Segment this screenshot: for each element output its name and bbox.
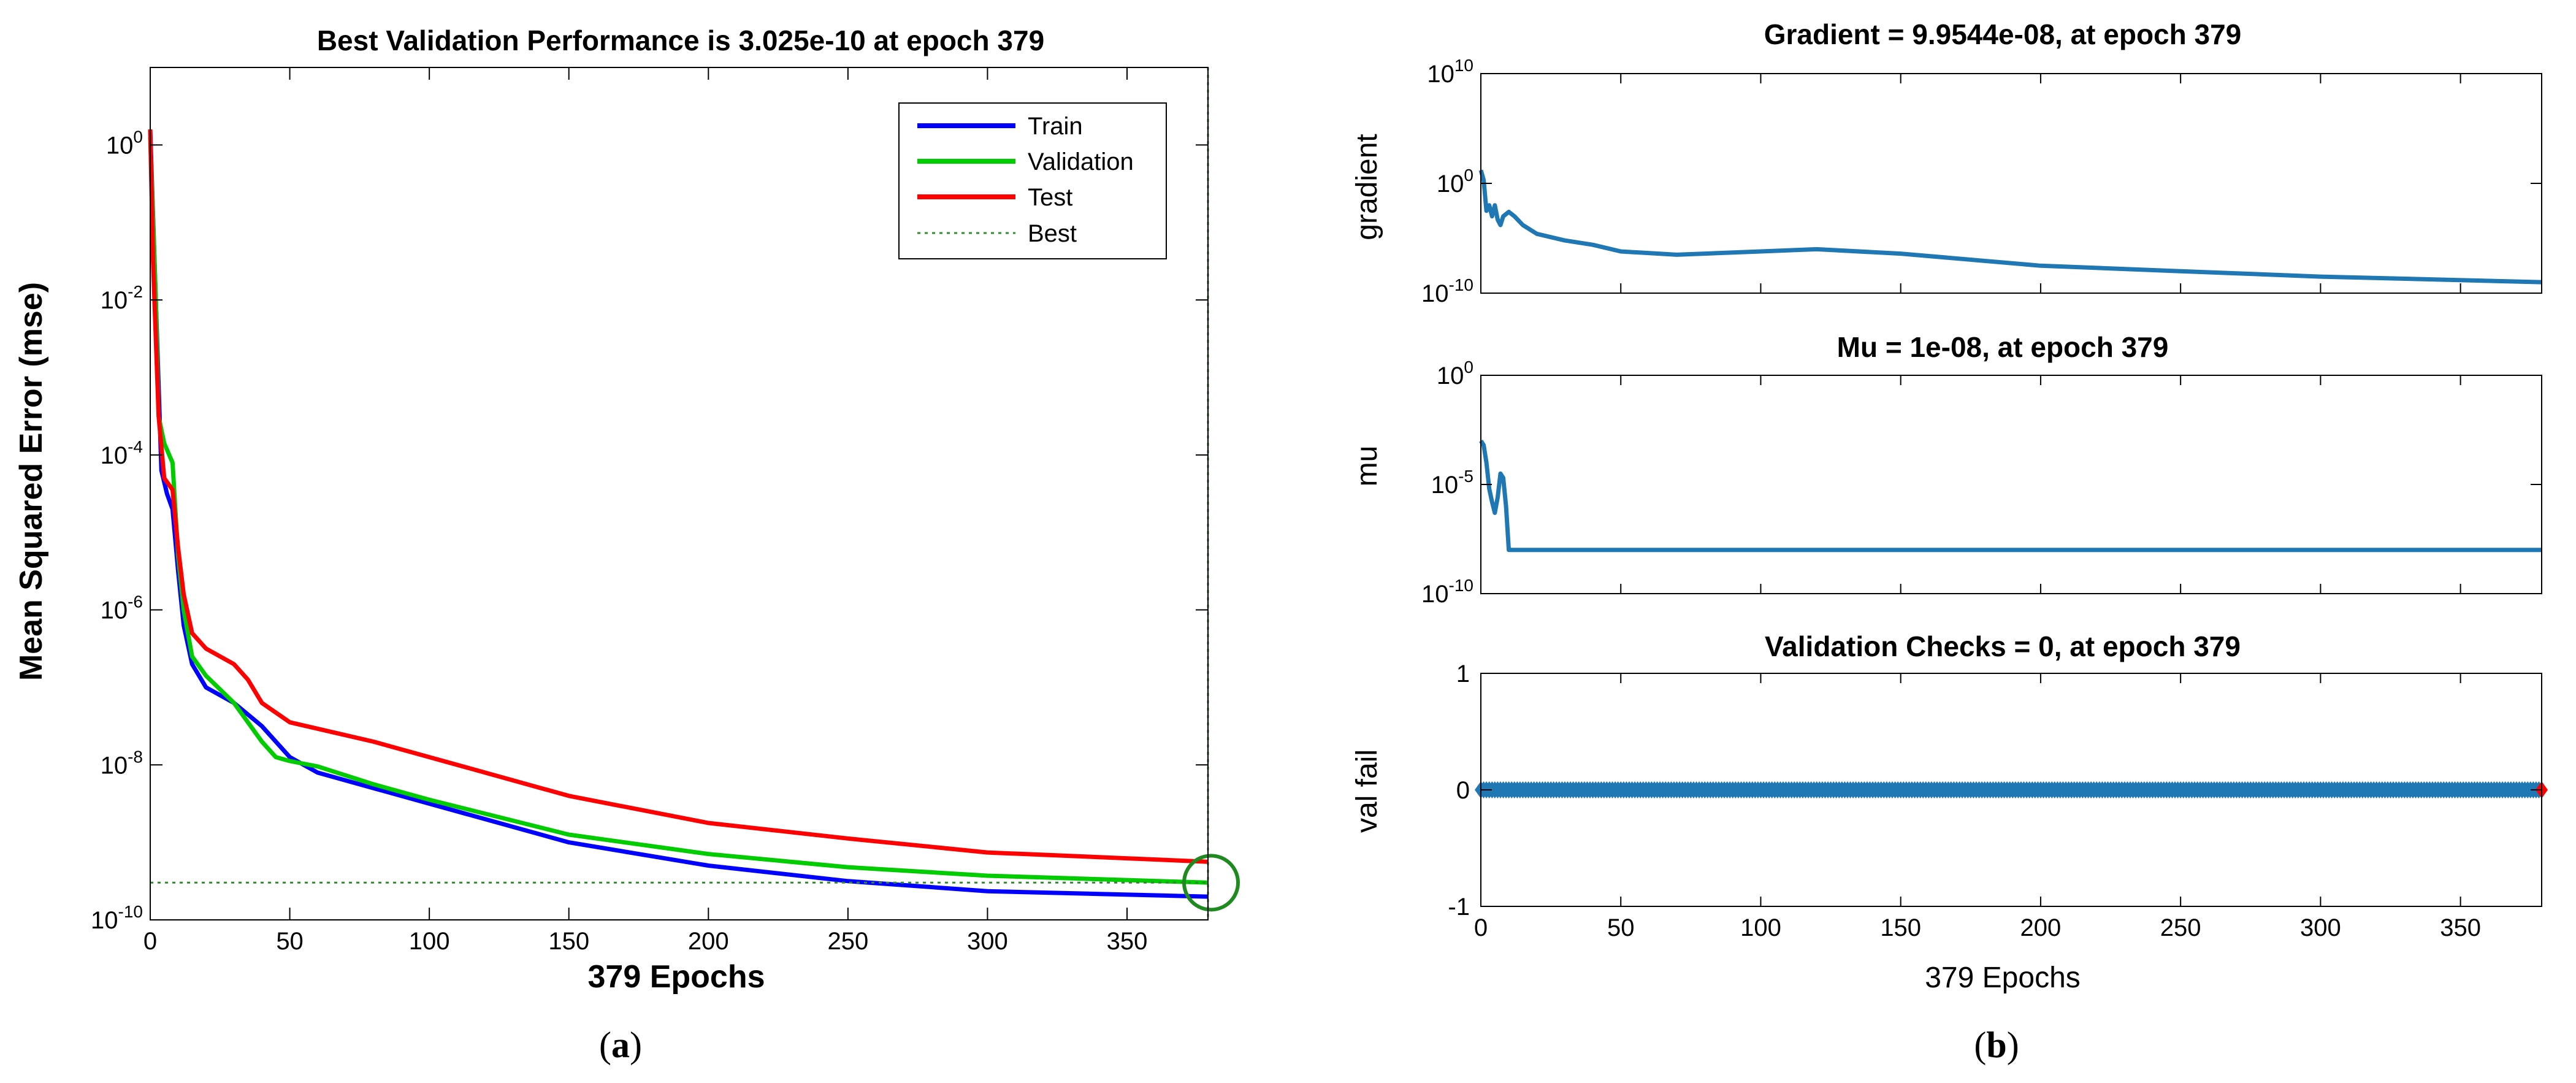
y-tick-label: 10-10 (1421, 275, 1473, 307)
y-tick-label: 10-4 (101, 437, 143, 469)
panel-a-title: Best Validation Performance is 3.025e-10… (317, 25, 1044, 56)
y-tick-label: 10-10 (91, 902, 143, 934)
x-tick-label: 250 (827, 928, 868, 955)
panel-b1-title: Gradient = 9.9544e-08, at epoch 379 (1764, 18, 2242, 50)
x-tick-label: 300 (2300, 914, 2341, 941)
caption-b: (b) (1974, 1025, 2019, 1065)
y-tick-label: 1 (1456, 660, 1470, 687)
y-tick-label: 10-2 (101, 282, 143, 314)
x-tick-label: 50 (276, 928, 304, 955)
x-tick-label: 200 (2020, 914, 2062, 941)
panel-b2-plot-area: 100 10-5 10-10 (1421, 358, 2542, 608)
legend-box (898, 102, 1167, 259)
panel-b1-ylabel: gradient (1351, 134, 1383, 240)
axes-frame (150, 67, 1209, 920)
x-tick-label: 0 (1474, 914, 1488, 941)
panel-b3-xlabel: 379 Epochs (1925, 962, 2081, 994)
x-tick-label: 150 (548, 928, 589, 955)
series-line-gradient (1478, 169, 2542, 285)
legend-label-best: Best (1028, 220, 1077, 247)
panel-a-legend: Train Validation Test Best (898, 102, 1167, 259)
series-line-validation (148, 137, 1209, 885)
y-tick-label: 10-10 (1421, 576, 1473, 608)
series-line-train (148, 129, 1209, 899)
panel-a-ylabel: Mean Squared Error (mse) (13, 282, 49, 681)
y-tick-label: 10-6 (101, 592, 143, 624)
x-tick-label: 250 (2160, 914, 2201, 941)
x-tick-label: 100 (409, 928, 450, 955)
best-point-marker (1182, 854, 1240, 912)
series-line-test (148, 129, 1209, 864)
x-tick-label: 350 (1107, 928, 1148, 955)
x-tick-label: 200 (688, 928, 729, 955)
x-tick-label: 350 (2440, 914, 2481, 941)
series-line-mu (1479, 439, 2542, 553)
y-tick-label: 100 (1437, 166, 1473, 197)
x-tick-label: 100 (1740, 914, 1781, 941)
y-tick-label: 0 (1456, 777, 1470, 804)
y-tick-label: -1 (1448, 894, 1470, 920)
y-tick-label: 10-8 (101, 747, 143, 779)
x-tick-label: 300 (967, 928, 1008, 955)
plot-background (1481, 74, 2542, 293)
legend-label-validation: Validation (1028, 148, 1134, 175)
x-tick-label: 0 (143, 928, 157, 955)
y-tick-label: 100 (1437, 358, 1473, 389)
legend-label-test: Test (1028, 184, 1072, 211)
panel-a-xlabel: 379 Epochs (587, 959, 765, 995)
panel-b2-title: Mu = 1e-08, at epoch 379 (1837, 331, 2169, 363)
y-tick-label: 1010 (1427, 56, 1473, 88)
x-tick-label: 150 (1880, 914, 1921, 941)
panel-b2-ylabel: mu (1351, 446, 1383, 487)
y-tick-label: 10-5 (1431, 467, 1473, 499)
caption-a: (a) (599, 1025, 642, 1065)
panel-b1-plot-area: 1010 100 10-10 (1421, 56, 2542, 307)
panel-a-performance: Best Validation Performance is 3.025e-10… (13, 25, 1240, 1065)
panel-b3-plot-area: 10-10 50 100 150 200 250 300 350 (1448, 660, 2548, 941)
panel-b-training-state: Gradient = 9.9544e-08, at epoch 379 1010… (1351, 18, 2548, 1065)
panel-b3-ylabel: val fail (1351, 749, 1383, 833)
plot-background (1481, 375, 2542, 594)
x-tick-label: 50 (1607, 914, 1635, 941)
y-tick-label: 100 (106, 127, 143, 159)
legend-label-train: Train (1028, 113, 1083, 140)
panel-b3-title: Validation Checks = 0, at epoch 379 (1765, 630, 2241, 662)
